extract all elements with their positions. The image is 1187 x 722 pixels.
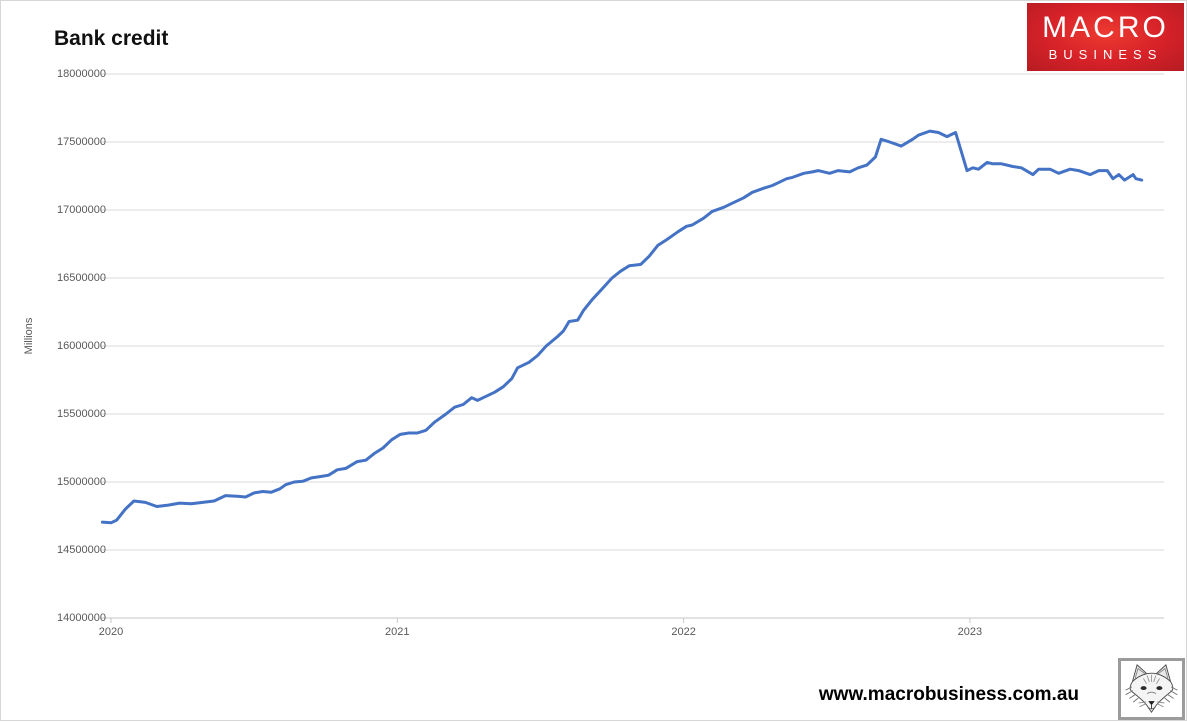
- bank-credit-series-line: [100, 129, 1144, 525]
- y-axis-tick-label: 17500000: [57, 135, 106, 148]
- y-axis-tick-label: 16500000: [57, 271, 106, 284]
- logo-text-macro: MACRO: [1042, 10, 1169, 44]
- site-url-text: www.macrobusiness.com.au: [818, 684, 1079, 705]
- y-axis-tick-label: 15500000: [57, 407, 106, 420]
- y-axis-tick-label: 17000000: [57, 203, 106, 216]
- y-axis-tick-label: 18000000: [57, 67, 106, 80]
- x-axis-tick-label: 2022: [671, 626, 696, 638]
- chart-title: Bank credit: [54, 27, 169, 50]
- fox-logo-image: [1118, 658, 1185, 720]
- y-axis-tick-label: 16000000: [57, 339, 106, 352]
- y-axis-tick-label: 15000000: [57, 475, 106, 488]
- y-axis-tick-label: 14000000: [57, 611, 106, 624]
- y-axis-tick-label: 14500000: [57, 543, 106, 556]
- fox-sketch-icon: [1125, 664, 1178, 714]
- x-axis-tick-label: 2020: [98, 626, 124, 638]
- x-axis-tick-label: 2023: [957, 626, 983, 638]
- macrobusiness-logo: MACRO BUSINESS: [1027, 3, 1184, 71]
- x-axis-tick-label: 2021: [385, 626, 410, 638]
- logo-text-business: BUSINESS: [1048, 46, 1163, 62]
